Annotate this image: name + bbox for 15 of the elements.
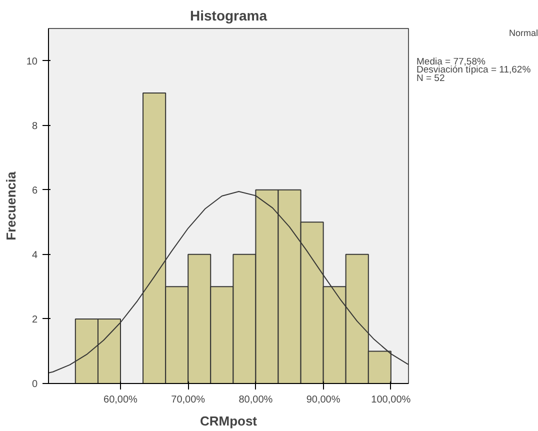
x-tick-label: 90,00% bbox=[306, 394, 340, 406]
text: Normal bbox=[508, 28, 538, 38]
x-tick-label: 70,00% bbox=[171, 394, 206, 406]
y-tick-label: 6 bbox=[32, 185, 38, 196]
y-axis-title: Frecuencia bbox=[3, 170, 18, 240]
x-tick-label: 100,00% bbox=[371, 394, 411, 406]
y-tick-label: 0 bbox=[32, 379, 38, 390]
y-tick-label: 10 bbox=[26, 56, 38, 68]
y-tick-label: 2 bbox=[32, 314, 38, 326]
x-tick-label: 60,00% bbox=[104, 394, 138, 406]
y-tick-label: 8 bbox=[32, 120, 38, 132]
chart-title: Histograma bbox=[190, 8, 268, 24]
y-tick-label: 4 bbox=[32, 250, 38, 261]
x-tick-label: 80,00% bbox=[238, 394, 273, 406]
x-axis-title: CRMpost bbox=[200, 414, 258, 428]
